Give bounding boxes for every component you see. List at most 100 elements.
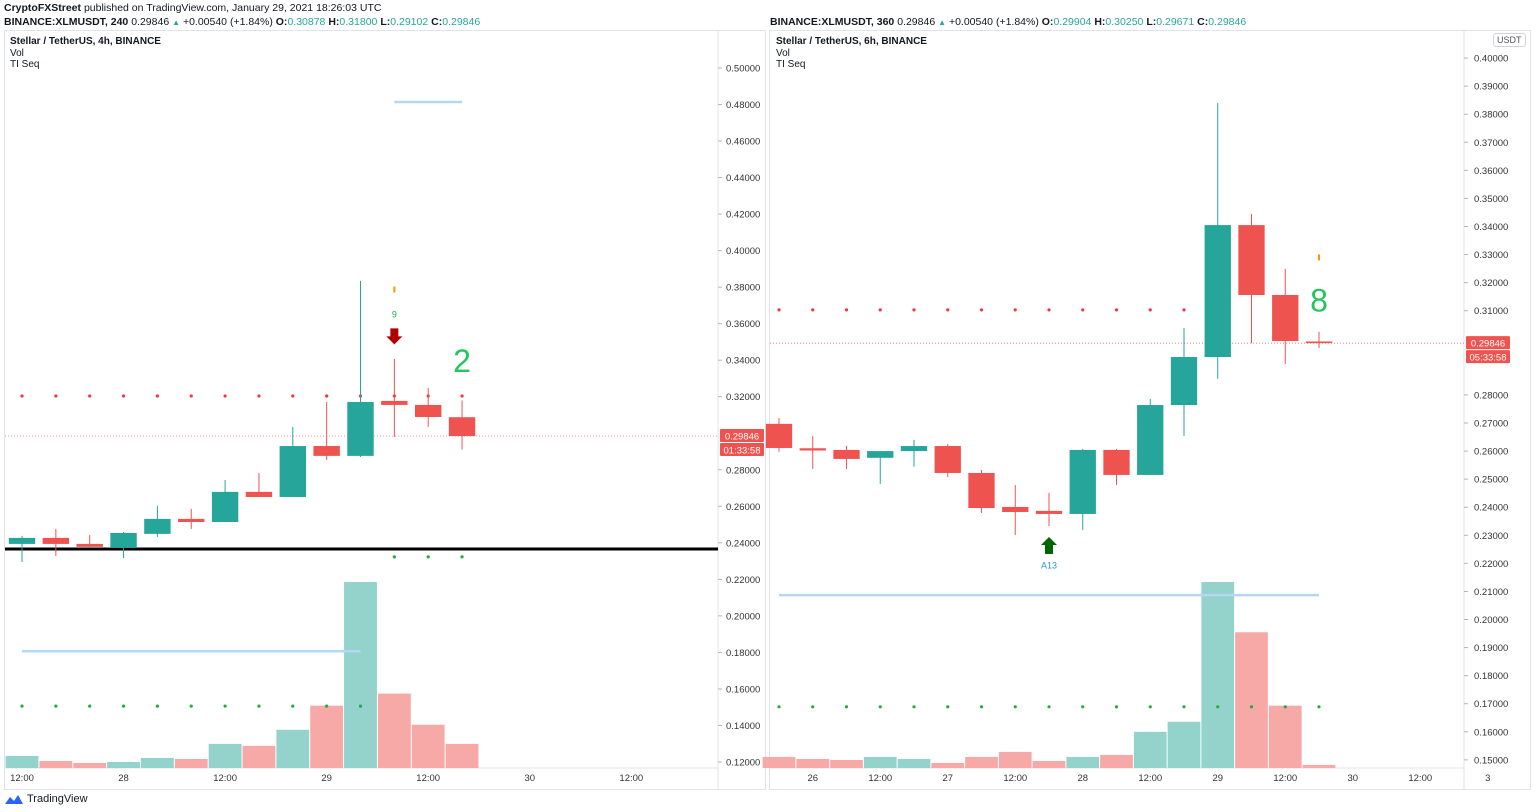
tdst-dot bbox=[223, 704, 227, 708]
price-tick-label: 0.15000 bbox=[1474, 755, 1508, 766]
candle-body bbox=[1305, 341, 1333, 344]
volume-bar bbox=[830, 759, 863, 768]
legend-title: Stellar / TetherUS, 4h, BINANCE bbox=[10, 36, 161, 47]
price-tick-label: 0.35000 bbox=[1474, 194, 1508, 205]
tdst-dot bbox=[1182, 705, 1186, 709]
countdown: 01:33:58 bbox=[724, 446, 761, 457]
price-tick-label: 0.36000 bbox=[1474, 166, 1508, 177]
currency-button[interactable]: USDT bbox=[1493, 33, 1526, 47]
tdst-dot bbox=[1114, 705, 1119, 709]
high-value: 0.31800 bbox=[339, 16, 378, 28]
change: +0.00540 (+1.84%) bbox=[948, 16, 1039, 28]
volume-bar bbox=[5, 755, 39, 768]
resistance-dot bbox=[777, 308, 781, 312]
volume-bar bbox=[1302, 764, 1336, 768]
candle-body bbox=[245, 491, 273, 497]
price-tick-label: 0.36000 bbox=[726, 319, 760, 330]
chart-pane-right[interactable] bbox=[769, 30, 1531, 790]
price-tick-label: 0.25000 bbox=[1474, 475, 1508, 486]
sequential-label: A13 bbox=[1041, 560, 1057, 570]
countdown-bg bbox=[1466, 350, 1510, 364]
tradingview-logo: TradingView bbox=[4, 793, 88, 805]
volume-bar bbox=[998, 751, 1032, 768]
time-tick-label: 12:00 bbox=[213, 773, 237, 784]
time-tick-label: 30 bbox=[524, 773, 535, 784]
resistance-dot bbox=[155, 394, 159, 398]
volume-bar bbox=[796, 758, 830, 768]
open-value: 0.30878 bbox=[287, 16, 326, 28]
tdst-dot bbox=[1249, 705, 1254, 709]
volume-bar bbox=[310, 705, 344, 768]
resistance-dot bbox=[946, 308, 950, 312]
time-tick-label: 28 bbox=[118, 773, 129, 784]
close-value: 0.29846 bbox=[442, 16, 481, 28]
resistance-dot bbox=[1047, 308, 1051, 312]
resistance-dot bbox=[54, 394, 58, 398]
price-tick-label: 0.20000 bbox=[1474, 615, 1508, 626]
time-tick-label: 12:00 bbox=[1273, 773, 1297, 784]
publisher-text: published on TradingView.com, January 29… bbox=[83, 2, 382, 14]
price-tick-label: 0.46000 bbox=[726, 137, 760, 148]
tdst-dot bbox=[811, 705, 815, 709]
price-tick-label: 0.18000 bbox=[1474, 671, 1508, 682]
price-tag: 0.29846 bbox=[725, 432, 759, 443]
price-tick-label: 0.38000 bbox=[726, 283, 760, 294]
time-tick-label: 12:00 bbox=[868, 773, 892, 784]
price-tag-bg bbox=[720, 429, 764, 443]
price-tick-label: 0.32000 bbox=[726, 392, 760, 403]
price-tag-bg bbox=[1466, 336, 1510, 350]
legend-title: Stellar / TetherUS, 6h, BINANCE bbox=[776, 36, 927, 47]
chart-pane-left[interactable] bbox=[4, 30, 766, 790]
legend-vol[interactable]: Vol bbox=[776, 47, 790, 59]
candle-body bbox=[414, 404, 442, 417]
candle-body bbox=[1103, 449, 1130, 475]
low-value: 0.29671 bbox=[1156, 16, 1195, 28]
resistance-dot bbox=[1114, 308, 1119, 312]
price-tick-label: 0.19000 bbox=[1474, 643, 1508, 654]
candle-body bbox=[1204, 225, 1231, 358]
candle-body bbox=[110, 532, 137, 548]
marker-icon bbox=[1318, 254, 1320, 261]
price-tick-label: 0.22000 bbox=[1474, 559, 1508, 570]
tdst-dot bbox=[1047, 705, 1051, 709]
legend-indicator[interactable]: TI Seq bbox=[10, 59, 40, 70]
tdst-dot bbox=[946, 705, 950, 709]
price-tick-label: 0.16000 bbox=[1474, 727, 1508, 738]
symbol-line-right: BINANCE:XLMUSDT, 360 0.29846 ▲ +0.00540 … bbox=[770, 16, 1247, 28]
candle-body bbox=[178, 518, 205, 522]
countdown: 05:33:58 bbox=[1470, 353, 1507, 364]
tdst-dot bbox=[1081, 705, 1085, 709]
resistance-dot bbox=[878, 308, 882, 312]
resistance-dot bbox=[291, 394, 295, 398]
time-tick-label: 12:00 bbox=[1408, 773, 1432, 784]
price-tick-label: 0.27000 bbox=[1474, 419, 1508, 430]
resistance-dot bbox=[257, 394, 261, 398]
volume-bar bbox=[276, 729, 310, 768]
countdown-bg bbox=[720, 443, 764, 457]
resistance-dot bbox=[1081, 308, 1085, 312]
legend-indicator[interactable]: TI Seq bbox=[776, 59, 806, 70]
volume-bar bbox=[863, 756, 897, 768]
time-tick-label: 12:00 bbox=[1138, 773, 1162, 784]
price-tick-label: 0.24000 bbox=[1474, 503, 1508, 514]
price-tick-label: 0.48000 bbox=[726, 100, 760, 111]
volume-bar bbox=[1268, 705, 1302, 768]
legend-right: Stellar / TetherUS, 6h, BINANCE Vol TI S… bbox=[776, 36, 927, 71]
up-triangle-icon: ▲ bbox=[938, 18, 947, 27]
last-price: 0.29846 bbox=[897, 16, 936, 28]
symbol-line-left: BINANCE:XLMUSDT, 240 0.29846 ▲ +0.00540 … bbox=[4, 16, 481, 28]
tdst-dot bbox=[20, 704, 24, 708]
resistance-dot bbox=[20, 394, 24, 398]
candle-body bbox=[1170, 357, 1198, 406]
resistance-dot bbox=[460, 394, 464, 398]
price-tick-label: 0.34000 bbox=[1474, 222, 1508, 233]
legend-vol[interactable]: Vol bbox=[10, 47, 24, 59]
candle-body bbox=[448, 417, 476, 437]
resistance-dot bbox=[979, 308, 984, 312]
tdst-dot bbox=[155, 704, 159, 708]
price-tick-label: 0.31000 bbox=[1474, 306, 1508, 317]
candle-body bbox=[867, 451, 894, 458]
tdst-dot bbox=[291, 704, 295, 708]
volume-bar bbox=[242, 745, 276, 768]
